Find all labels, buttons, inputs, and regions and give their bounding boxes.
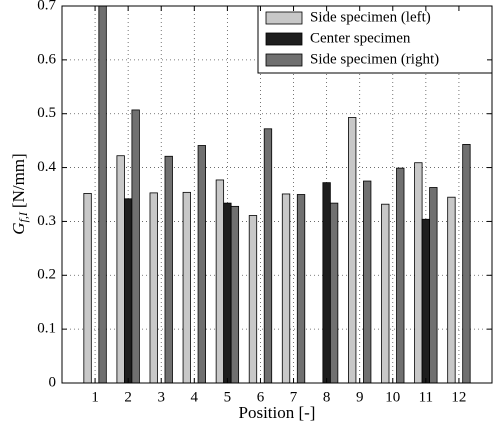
bars [83, 6, 471, 383]
legend-label: Center specimen [310, 30, 411, 46]
x-tick-label: 9 [356, 389, 364, 405]
x-tick-label: 5 [224, 389, 232, 405]
y-tick-label: 0.4 [37, 159, 56, 175]
bar [447, 196, 456, 383]
bar [124, 198, 133, 383]
bar [421, 218, 430, 383]
legend-label: Side specimen (right) [310, 51, 439, 67]
x-tick-label: 4 [191, 389, 199, 405]
y-axis-label: Gf,I [N/mm] [9, 153, 30, 234]
bar [182, 191, 191, 383]
y-tick-label: 0.2 [37, 267, 56, 283]
y-tick-label: 0.5 [37, 105, 56, 121]
y-label-unit: [N/mm] [9, 153, 28, 208]
x-tick-label: 2 [124, 389, 132, 405]
bar [348, 117, 357, 383]
bar [296, 194, 306, 383]
bar [98, 6, 107, 383]
y-tick-label: 0.7 [37, 0, 56, 13]
x-tick-label: 10 [385, 389, 400, 405]
legend-label: Side specimen (left) [310, 9, 431, 25]
bar [197, 145, 206, 383]
bar [248, 215, 258, 383]
bar [223, 202, 232, 383]
bar [396, 167, 405, 383]
x-tick-label: 6 [257, 389, 265, 405]
legend-swatch [265, 32, 303, 46]
y-tick-label: 0.6 [37, 51, 56, 67]
bar [462, 144, 471, 383]
legend-swatch [265, 53, 303, 67]
bar [381, 203, 390, 383]
bar [149, 192, 158, 383]
y-tick-label: 0.3 [37, 213, 56, 229]
bar [164, 155, 173, 383]
bar [215, 179, 225, 383]
x-tick-label: 8 [323, 389, 331, 405]
y-label-subscript: f,I [16, 211, 30, 222]
bar [414, 162, 423, 383]
x-tick-label: 12 [451, 389, 466, 405]
bar [263, 128, 273, 383]
y-tick-label: 0 [49, 374, 57, 390]
x-tick-label: 7 [290, 389, 298, 405]
bar [116, 155, 125, 383]
legend-swatch [265, 11, 303, 25]
y-tick-label: 0.1 [37, 321, 56, 337]
bar [83, 193, 92, 383]
bar [281, 193, 291, 383]
x-axis-label: Position [-] [239, 403, 316, 422]
y-label-symbol: G [9, 222, 28, 234]
x-tick-label: 11 [419, 389, 433, 405]
x-tick-label: 1 [91, 389, 99, 405]
bar [329, 202, 339, 383]
bar [363, 180, 372, 383]
bar [429, 187, 438, 383]
x-tick-label: 3 [157, 389, 165, 405]
bar [322, 182, 331, 383]
bar [230, 205, 240, 383]
legend: Side specimen (left) Center specimen Side … [257, 5, 493, 74]
bar [131, 109, 140, 383]
